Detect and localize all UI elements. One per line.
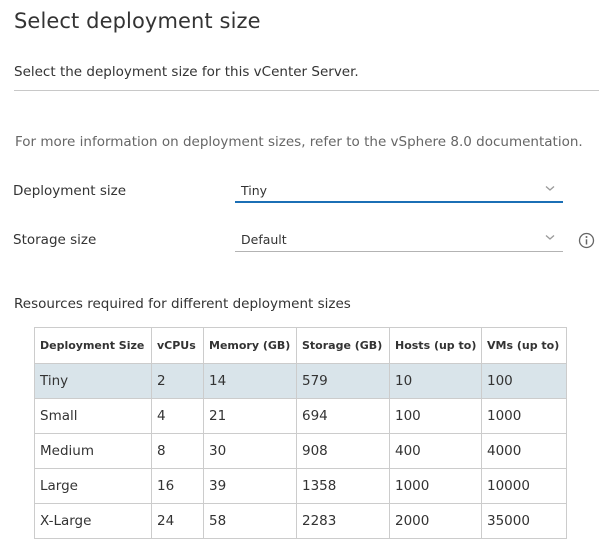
table-row[interactable]: Medium 8 30 908 400 4000: [34, 433, 567, 469]
table-cell: 694: [296, 398, 390, 434]
table-cell: 21: [203, 398, 297, 434]
table-cell: 2000: [389, 503, 482, 539]
resources-table: Deployment Size vCPUs Memory (GB) Storag…: [34, 327, 567, 539]
page-subtitle: Select the deployment size for this vCen…: [14, 64, 359, 80]
table-row[interactable]: X-Large 24 58 2283 2000 35000: [34, 503, 567, 539]
column-header: Hosts (up to): [389, 327, 482, 364]
deployment-size-value: Tiny: [241, 183, 268, 198]
column-header: vCPUs: [151, 327, 204, 364]
resources-section-title: Resources required for different deploym…: [14, 296, 351, 312]
table-cell: 4: [151, 398, 204, 434]
info-text: For more information on deployment sizes…: [15, 134, 583, 150]
table-cell: 100: [389, 398, 482, 434]
chevron-down-icon: [545, 186, 555, 191]
table-cell: 908: [296, 433, 390, 469]
table-cell: Small: [34, 398, 152, 434]
table-cell: 14: [203, 363, 297, 399]
column-header: Memory (GB): [203, 327, 297, 364]
table-cell: 30: [203, 433, 297, 469]
page-title: Select deployment size: [14, 9, 261, 33]
storage-size-label: Storage size: [13, 232, 97, 248]
table-cell: 1000: [481, 398, 567, 434]
table-cell: 400: [389, 433, 482, 469]
table-cell: 1358: [296, 468, 390, 504]
table-cell: 24: [151, 503, 204, 539]
storage-size-value: Default: [241, 232, 287, 247]
column-header: VMs (up to): [481, 327, 567, 364]
table-cell: 1000: [389, 468, 482, 504]
table-cell: 100: [481, 363, 567, 399]
table-cell: 579: [296, 363, 390, 399]
table-row[interactable]: Small 4 21 694 100 1000: [34, 398, 567, 434]
table-cell: 2283: [296, 503, 390, 539]
table-cell: 58: [203, 503, 297, 539]
column-header: Deployment Size: [34, 327, 152, 364]
table-cell: 35000: [481, 503, 567, 539]
storage-size-select[interactable]: Default: [235, 230, 563, 252]
table-cell: 2: [151, 363, 204, 399]
column-header: Storage (GB): [296, 327, 390, 364]
table-cell: 16: [151, 468, 204, 504]
deployment-size-select[interactable]: Tiny: [235, 181, 563, 203]
table-header-row: Deployment Size vCPUs Memory (GB) Storag…: [34, 327, 567, 364]
table-cell: X-Large: [34, 503, 152, 539]
table-cell: 10000: [481, 468, 567, 504]
table-row[interactable]: Large 16 39 1358 1000 10000: [34, 468, 567, 504]
header-divider: [14, 90, 599, 91]
deployment-size-label: Deployment size: [13, 183, 127, 199]
info-circle-icon[interactable]: [578, 232, 595, 249]
table-cell: Large: [34, 468, 152, 504]
table-cell: Medium: [34, 433, 152, 469]
table-cell: 10: [389, 363, 482, 399]
table-cell: 4000: [481, 433, 567, 469]
table-row[interactable]: Tiny 2 14 579 10 100: [34, 363, 567, 399]
table-cell: Tiny: [34, 363, 152, 399]
table-cell: 8: [151, 433, 204, 469]
table-cell: 39: [203, 468, 297, 504]
chevron-down-icon: [545, 235, 555, 240]
